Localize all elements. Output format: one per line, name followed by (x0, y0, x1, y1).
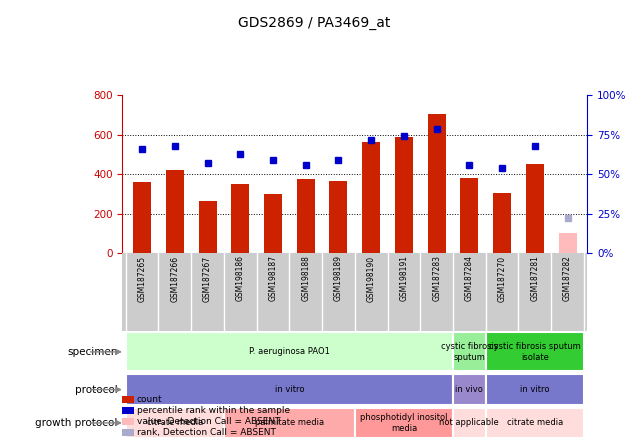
Bar (493, 193, 511, 253)
Bar (453, 408, 485, 438)
Text: GSM187281: GSM187281 (530, 255, 539, 301)
Bar (460, 178, 479, 253)
Text: GSM198186: GSM198186 (236, 255, 245, 301)
Text: GSM187282: GSM187282 (563, 255, 572, 301)
Text: rank, Detection Call = ABSENT: rank, Detection Call = ABSENT (137, 428, 276, 437)
Text: specimen: specimen (67, 347, 118, 357)
Bar (198, 201, 217, 253)
Bar (485, 374, 584, 405)
Text: GSM187283: GSM187283 (432, 255, 441, 301)
Bar (297, 179, 315, 253)
Text: citrate media: citrate media (507, 418, 563, 428)
Bar (453, 333, 485, 371)
Text: GSM187266: GSM187266 (170, 255, 180, 301)
Bar (126, 374, 453, 405)
Text: cystic fibrosis sputum
isolate: cystic fibrosis sputum isolate (489, 342, 581, 361)
Bar (526, 164, 544, 253)
Text: in vitro: in vitro (274, 385, 304, 394)
Text: GSM198191: GSM198191 (399, 255, 408, 301)
Text: phosphotidyl inositol
media: phosphotidyl inositol media (360, 413, 448, 432)
Text: GSM198187: GSM198187 (269, 255, 278, 301)
Bar (485, 333, 584, 371)
Bar (485, 408, 584, 438)
Text: GDS2869 / PA3469_at: GDS2869 / PA3469_at (238, 16, 390, 30)
Text: value, Detection Call = ABSENT: value, Detection Call = ABSENT (137, 417, 281, 426)
Bar (428, 114, 446, 253)
Text: count: count (137, 395, 163, 404)
Bar (362, 142, 380, 253)
Bar (395, 137, 413, 253)
Bar (126, 408, 224, 438)
Text: GSM198188: GSM198188 (301, 255, 310, 301)
Text: percentile rank within the sample: percentile rank within the sample (137, 406, 290, 415)
Text: GSM187267: GSM187267 (203, 255, 212, 301)
Bar (224, 408, 355, 438)
Text: GSM198189: GSM198189 (334, 255, 343, 301)
Bar (330, 181, 347, 253)
Text: cystic fibrosis
sputum: cystic fibrosis sputum (441, 342, 498, 361)
Text: palmitate media: palmitate media (255, 418, 324, 428)
Bar (264, 194, 282, 253)
Text: citrate media: citrate media (147, 418, 203, 428)
Text: not applicable: not applicable (440, 418, 499, 428)
Bar (231, 184, 249, 253)
Bar (126, 333, 453, 371)
Bar (453, 374, 485, 405)
Text: in vivo: in vivo (455, 385, 484, 394)
Bar (558, 234, 577, 253)
Text: GSM187270: GSM187270 (497, 255, 507, 301)
Text: protocol: protocol (75, 385, 118, 395)
Bar (355, 408, 453, 438)
Text: GSM198190: GSM198190 (367, 255, 376, 301)
Text: growth protocol: growth protocol (35, 418, 118, 428)
Text: GSM187284: GSM187284 (465, 255, 474, 301)
Bar (133, 182, 151, 253)
Text: in vitro: in vitro (520, 385, 550, 394)
Bar (166, 170, 184, 253)
Text: P. aeruginosa PAO1: P. aeruginosa PAO1 (249, 347, 330, 357)
Text: GSM187265: GSM187265 (138, 255, 146, 301)
